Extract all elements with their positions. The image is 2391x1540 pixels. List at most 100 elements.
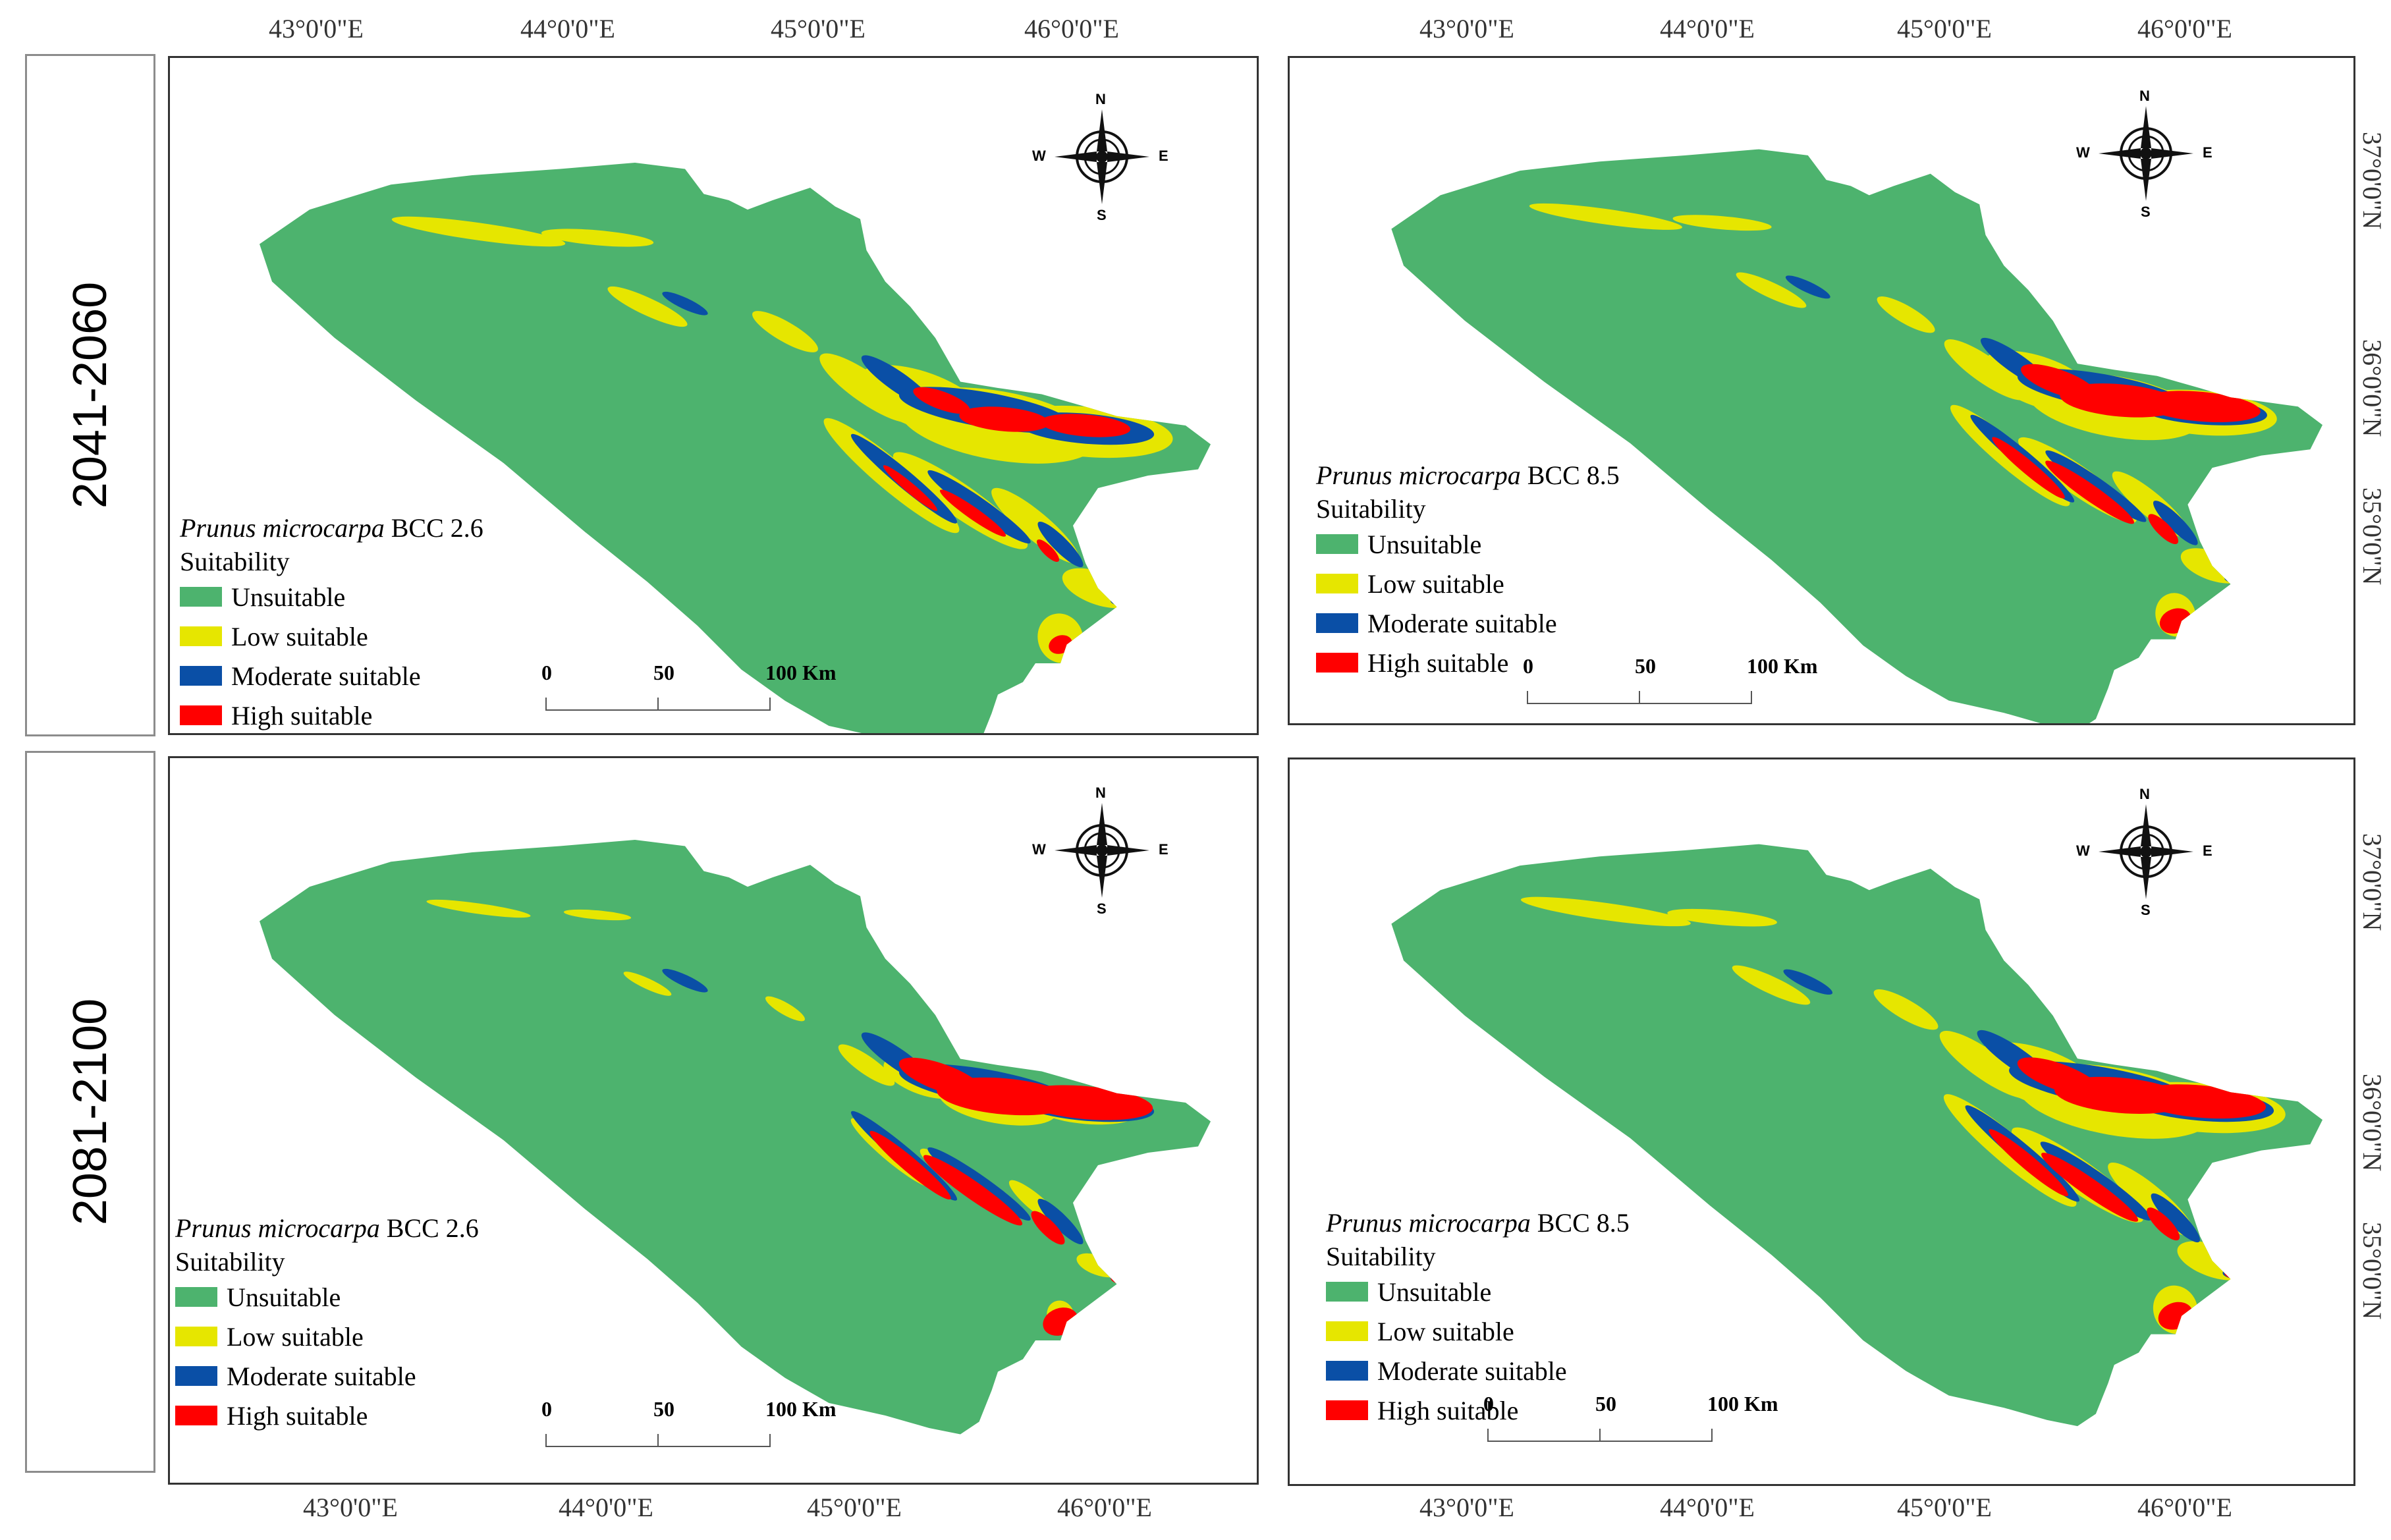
- scale-line: [1487, 1429, 1711, 1442]
- scenario-name: BCC 2.6: [379, 1213, 479, 1243]
- legend-label: Moderate suitable: [1367, 608, 1557, 638]
- legend-label: Low suitable: [227, 1321, 364, 1352]
- scale-label: 50: [653, 1397, 674, 1421]
- legend-subtitle: Suitability: [175, 1247, 285, 1277]
- legend-swatch: [1316, 534, 1358, 554]
- scale-label: 100 Km: [765, 1397, 837, 1421]
- legend-item: Moderate suitable: [180, 656, 483, 696]
- legend-label: Unsuitable: [1367, 529, 1482, 559]
- scale-tick: [769, 1434, 771, 1447]
- legend-item: High suitable: [1316, 643, 1620, 682]
- north-arrow-compass-icon: N S W E: [2074, 88, 2218, 220]
- scale-label: 50: [1595, 1392, 1616, 1416]
- legend-label: Low suitable: [231, 621, 368, 651]
- legend-label: High suitable: [1377, 1395, 1519, 1425]
- legend-label: Low suitable: [1367, 568, 1504, 599]
- lon-label-bottom-right-2: 44°0'0"E: [1660, 1493, 1755, 1522]
- lon-label-top-right-4: 46°0'0"E: [2137, 14, 2232, 43]
- legend-swatch: [1326, 1282, 1368, 1302]
- scale-tick: [657, 698, 659, 711]
- legend-label: Unsuitable: [1377, 1277, 1492, 1307]
- lon-label-top-left-3: 45°0'0"E: [771, 14, 866, 43]
- legend-swatch: [180, 587, 222, 607]
- lon-label-top-right-2: 44°0'0"E: [1660, 14, 1755, 43]
- compass-w-label: W: [1032, 841, 1046, 858]
- legend-swatch: [175, 1406, 217, 1425]
- lon-label-bottom-left-4: 46°0'0"E: [1057, 1493, 1152, 1522]
- legend-label: Unsuitable: [227, 1282, 341, 1312]
- legend-label: Unsuitable: [231, 582, 346, 612]
- scale-bar: 0 50 100 Km: [541, 661, 837, 720]
- legend-label: High suitable: [1367, 647, 1509, 678]
- scale-tick: [545, 698, 547, 711]
- legend-title: Prunus microcarpa BCC 2.6: [180, 512, 483, 543]
- map-legend: Prunus microcarpa BCC 8.5 Suitability Unsu…: [1316, 460, 1620, 682]
- lon-label-bottom-right-4: 46°0'0"E: [2137, 1493, 2232, 1522]
- region-outline: [260, 163, 1211, 733]
- legend-item: Unsuitable: [180, 577, 483, 617]
- north-arrow-compass-icon: N S W E: [2074, 786, 2218, 918]
- scale-label: 100 Km: [1707, 1392, 1778, 1416]
- region-outline: [1391, 844, 2322, 1427]
- species-name: Prunus microcarpa: [1316, 460, 1521, 490]
- scenario-name: BCC 8.5: [1520, 460, 1620, 490]
- compass-e-label: E: [1159, 148, 1168, 164]
- compass-e-label: E: [1159, 841, 1168, 858]
- scale-label: 0: [541, 661, 552, 684]
- legend-swatch: [1326, 1361, 1368, 1381]
- legend-label: High suitable: [231, 700, 373, 730]
- legend-title: Prunus microcarpa BCC 8.5: [1316, 460, 1620, 491]
- legend-item: High suitable: [1326, 1390, 1630, 1430]
- compass-s-label: S: [1097, 900, 1107, 917]
- legend-swatch: [1326, 1321, 1368, 1341]
- scale-tick: [545, 1434, 547, 1447]
- map-legend: Prunus microcarpa BCC 2.6 Suitability Unsu…: [175, 1213, 479, 1435]
- lon-label-bottom-right-3: 45°0'0"E: [1897, 1493, 1992, 1522]
- scale-line: [1527, 691, 1751, 704]
- scale-label: 0: [1523, 654, 1533, 678]
- compass-s-label: S: [2141, 902, 2151, 918]
- legend-item: High suitable: [180, 696, 483, 735]
- map-panel: N S W E Prunus microcarpa BCC 2.6 Suitability…: [168, 756, 1259, 1485]
- legend-item: High suitable: [175, 1396, 479, 1435]
- species-name: Prunus microcarpa: [180, 513, 385, 543]
- legend-swatch: [175, 1327, 217, 1346]
- compass-n-label: N: [1095, 91, 1106, 107]
- lon-label-top-left-4: 46°0'0"E: [1024, 14, 1119, 43]
- lat-label-top-2: 36°0'0"N: [2357, 339, 2387, 437]
- lat-label-top-3: 35°0'0"N: [2357, 487, 2387, 586]
- scenario-name: BCC 8.5: [1530, 1208, 1630, 1238]
- map-legend: Prunus microcarpa BCC 8.5 Suitability Unsu…: [1326, 1207, 1630, 1430]
- compass-s-label: S: [2141, 204, 2151, 220]
- scale-bar: 0 50 100 Km: [1523, 654, 1818, 713]
- lon-label-top-right-1: 43°0'0"E: [1419, 14, 1514, 43]
- compass-n-label: N: [2139, 786, 2150, 802]
- lon-label-bottom-left-1: 43°0'0"E: [303, 1493, 398, 1522]
- north-arrow-compass-icon: N S W E: [1030, 91, 1174, 223]
- map-panel: N S W E Prunus microcarpa BCC 8.5 Suitability…: [1288, 757, 2355, 1486]
- map-panel: N S W E Prunus microcarpa BCC 2.6 Suitability…: [168, 56, 1259, 735]
- legend-label: High suitable: [227, 1400, 368, 1431]
- legend-item: Moderate suitable: [1316, 603, 1620, 643]
- legend-item: Low suitable: [180, 617, 483, 656]
- species-name: Prunus microcarpa: [1326, 1208, 1531, 1238]
- legend-subtitle: Suitability: [1316, 494, 1426, 524]
- scale-tick: [1751, 691, 1752, 704]
- suitability-map: [1391, 149, 2323, 723]
- compass-n-label: N: [2139, 88, 2150, 104]
- scale-label: 0: [1483, 1392, 1494, 1416]
- scale-label: 50: [1635, 654, 1656, 678]
- legend-item: Low suitable: [1316, 564, 1620, 603]
- legend-label: Low suitable: [1377, 1316, 1514, 1346]
- lat-label-top-1: 37°0'0"N: [2357, 132, 2387, 230]
- legend-swatch: [1316, 653, 1358, 673]
- scale-tick: [769, 698, 771, 711]
- lon-label-top-left-1: 43°0'0"E: [269, 14, 364, 43]
- legend-subtitle: Suitability: [1326, 1242, 1436, 1271]
- suitability-map: [260, 840, 1211, 1435]
- lon-label-bottom-right-1: 43°0'0"E: [1419, 1493, 1514, 1522]
- legend-item: Low suitable: [1326, 1311, 1630, 1351]
- legend-swatch: [180, 626, 222, 646]
- legend-swatch: [180, 705, 222, 725]
- period-label-2: 2081-2100: [64, 998, 117, 1226]
